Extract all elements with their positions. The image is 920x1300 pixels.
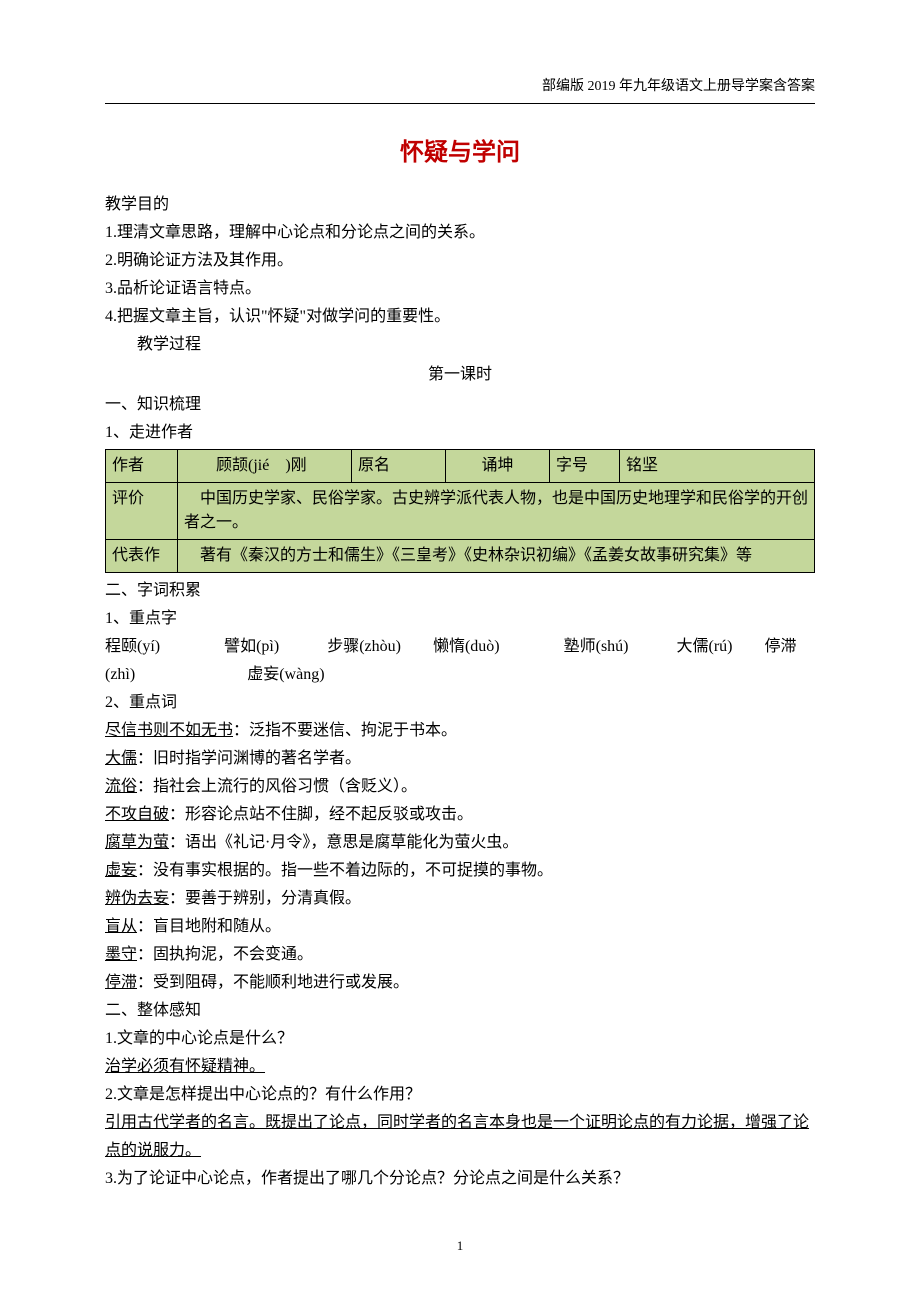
table-cell: 作者 — [106, 450, 178, 483]
vocab-term: 大儒 — [105, 750, 137, 767]
vocab-item: 辨伪去妄：要善于辨别，分清真假。 — [105, 885, 815, 913]
vocab-def: ：泛指不要迷信、拘泥于书本。 — [233, 722, 457, 739]
vocab-item: 尽信书则不如无书：泛指不要迷信、拘泥于书本。 — [105, 717, 815, 745]
header-rule — [105, 103, 815, 104]
vocab-item: 腐草为萤：语出《礼记·月令》，意思是腐草能化为萤火虫。 — [105, 829, 815, 857]
vocab-list: 尽信书则不如无书：泛指不要迷信、拘泥于书本。大儒：旧时指学问渊博的著名学者。流俗… — [105, 717, 815, 997]
qa-list: 1.文章的中心论点是什么？治学必须有怀疑精神。2.文章是怎样提出中心论点的？有什… — [105, 1025, 815, 1193]
document-page: 部编版 2019 年九年级语文上册导学案含答案 怀疑与学问 教学目的 1.理清文… — [0, 0, 920, 1243]
vocab-def: ：指社会上流行的风俗习惯（含贬义）。 — [137, 778, 417, 795]
table-row: 代表作 著有《秦汉的方士和儒生》《三皇考》《史林杂识初编》《孟姜女故事研究集》等 — [106, 540, 815, 573]
subsection-heading: 1、走进作者 — [105, 419, 815, 447]
table-cell: 评价 — [106, 483, 178, 540]
table-cell: 代表作 — [106, 540, 178, 573]
objectives-label: 教学目的 — [105, 191, 815, 219]
page-number: 1 — [0, 1238, 920, 1254]
answer: 治学必须有怀疑精神。 — [105, 1053, 815, 1081]
objective-item: 2.明确论证方法及其作用。 — [105, 247, 815, 275]
table-row: 作者 顾颉(jié )刚 原名 诵坤 字号 铭坚 — [106, 450, 815, 483]
table-cell: 著有《秦汉的方士和儒生》《三皇考》《史林杂识初编》《孟姜女故事研究集》等 — [178, 540, 815, 573]
objective-item: 3.品析论证语言特点。 — [105, 275, 815, 303]
vocab-item: 墨守：固执拘泥，不会变通。 — [105, 941, 815, 969]
vocab-def: ：受到阻碍，不能顺利地进行或发展。 — [137, 974, 409, 991]
vocab-term: 尽信书则不如无书 — [105, 722, 233, 739]
table-row: 评价 中国历史学家、民俗学家。古史辨学派代表人物，也是中国历史地理学和民俗学的开… — [106, 483, 815, 540]
vocab-def: ：没有事实根据的。指一些不着边际的，不可捉摸的事物。 — [137, 862, 553, 879]
lesson-label: 第一课时 — [105, 361, 815, 389]
answer: 引用古代学者的名言。既提出了论点，同时学者的名言本身也是一个证明论点的有力论据，… — [105, 1109, 815, 1165]
vocab-item: 大儒：旧时指学问渊博的著名学者。 — [105, 745, 815, 773]
vocab-chars: 程颐(yí) 譬如(pì) 步骤(zhòu) 懒惰(duò) 塾师(shú) 大… — [105, 633, 815, 689]
page-header: 部编版 2019 年九年级语文上册导学案含答案 — [105, 75, 815, 99]
subsection-heading: 2、重点词 — [105, 689, 815, 717]
vocab-term: 停滞 — [105, 974, 137, 991]
section-heading: 二、整体感知 — [105, 997, 815, 1025]
table-cell: 铭坚 — [620, 450, 815, 483]
vocab-term: 辨伪去妄 — [105, 890, 169, 907]
subsection-heading: 1、重点字 — [105, 605, 815, 633]
objective-item: 1.理清文章思路，理解中心论点和分论点之间的关系。 — [105, 219, 815, 247]
vocab-item: 停滞：受到阻碍，不能顺利地进行或发展。 — [105, 969, 815, 997]
process-label: 教学过程 — [105, 331, 815, 359]
table-cell: 顾颉(jié )刚 — [178, 450, 352, 483]
vocab-item: 不攻自破：形容论点站不住脚，经不起反驳或攻击。 — [105, 801, 815, 829]
vocab-def: ：旧时指学问渊博的著名学者。 — [137, 750, 361, 767]
table-cell: 原名 — [352, 450, 446, 483]
vocab-def: ：盲目地附和随从。 — [137, 918, 281, 935]
author-table: 作者 顾颉(jié )刚 原名 诵坤 字号 铭坚 评价 中国历史学家、民俗学家。… — [105, 449, 815, 573]
question: 2.文章是怎样提出中心论点的？有什么作用？ — [105, 1081, 815, 1109]
vocab-def: ：形容论点站不住脚，经不起反驳或攻击。 — [169, 806, 473, 823]
question: 3.为了论证中心论点，作者提出了哪几个分论点？分论点之间是什么关系？ — [105, 1165, 815, 1193]
vocab-def: ：固执拘泥，不会变通。 — [137, 946, 313, 963]
vocab-item: 流俗：指社会上流行的风俗习惯（含贬义）。 — [105, 773, 815, 801]
document-title: 怀疑与学问 — [105, 132, 815, 167]
vocab-item: 虚妄：没有事实根据的。指一些不着边际的，不可捉摸的事物。 — [105, 857, 815, 885]
vocab-def: ：要善于辨别，分清真假。 — [169, 890, 361, 907]
vocab-term: 墨守 — [105, 946, 137, 963]
vocab-term: 腐草为萤 — [105, 834, 169, 851]
vocab-def: ：语出《礼记·月令》，意思是腐草能化为萤火虫。 — [169, 834, 518, 851]
objective-item: 4.把握文章主旨，认识"怀疑"对做学问的重要性。 — [105, 303, 815, 331]
section-heading: 一、知识梳理 — [105, 391, 815, 419]
table-cell: 诵坤 — [446, 450, 550, 483]
vocab-term: 不攻自破 — [105, 806, 169, 823]
table-cell: 字号 — [550, 450, 620, 483]
section-heading: 二、字词积累 — [105, 577, 815, 605]
vocab-term: 虚妄 — [105, 862, 137, 879]
vocab-term: 盲从 — [105, 918, 137, 935]
vocab-term: 流俗 — [105, 778, 137, 795]
table-cell: 中国历史学家、民俗学家。古史辨学派代表人物，也是中国历史地理学和民俗学的开创者之… — [178, 483, 815, 540]
question: 1.文章的中心论点是什么？ — [105, 1025, 815, 1053]
vocab-item: 盲从：盲目地附和随从。 — [105, 913, 815, 941]
